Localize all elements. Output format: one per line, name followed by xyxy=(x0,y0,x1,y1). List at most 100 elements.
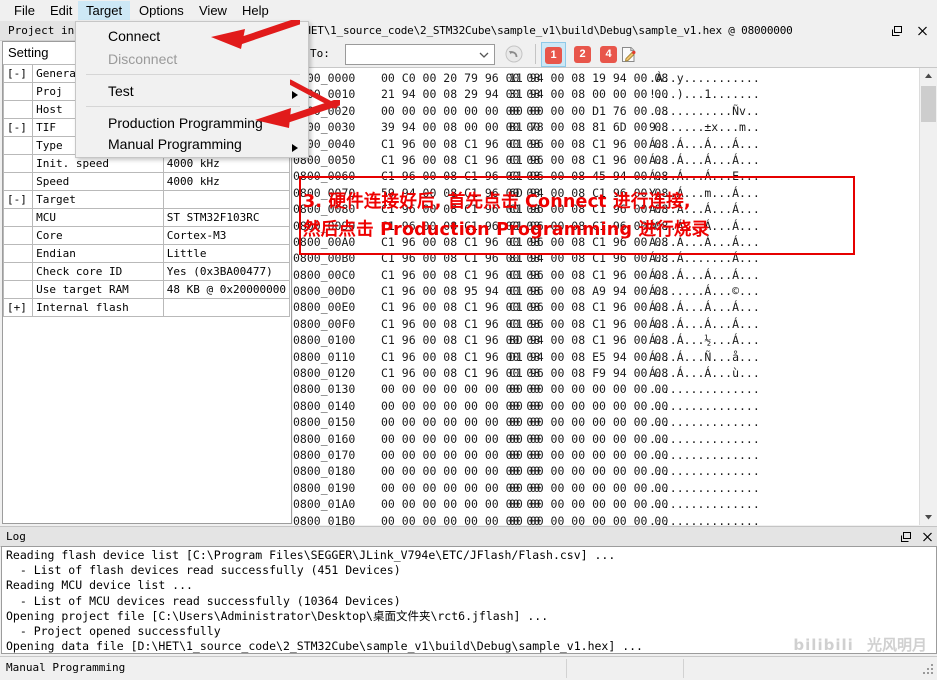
tree-spacer xyxy=(3,172,34,191)
hex-row[interactable]: 0800_0050 C1 96 00 08 C1 96 00 08C1 96 00… xyxy=(293,152,913,168)
table-row[interactable]: Speed 4000 kHz xyxy=(3,172,291,191)
hex-bytes-group-2: C1 96 00 08 F9 94 00 08 xyxy=(509,366,669,381)
hex-bytes-group-1: C1 96 00 08 C1 96 00 08 xyxy=(381,136,541,151)
tree-toggle[interactable]: [-] xyxy=(3,190,34,209)
table-row[interactable]: [-] Target xyxy=(3,190,291,209)
menu-option-manual-programming[interactable]: Manual Programming xyxy=(108,136,242,152)
hex-ascii: Á...Á...Á...Á... xyxy=(649,218,760,233)
menu-item-file[interactable]: File xyxy=(14,3,35,18)
hex-bytes-group-1: C1 96 00 08 C1 96 00 08 xyxy=(381,333,541,348)
restore-icon[interactable] xyxy=(890,24,905,38)
hex-row[interactable]: 0800_0180 00 00 00 00 00 00 00 0000 00 00… xyxy=(293,463,913,479)
table-row[interactable]: MCU ST STM32F103RC xyxy=(3,208,291,227)
menu-item-view[interactable]: View xyxy=(199,3,227,18)
hex-bytes-group-1: C1 96 00 08 C1 96 00 08 xyxy=(381,300,541,315)
hex-bytes-group-1: 00 00 00 00 00 00 00 00 xyxy=(381,103,541,118)
menu-option-connect[interactable]: Connect xyxy=(108,28,161,44)
close-icon[interactable] xyxy=(915,24,930,38)
hex-row[interactable]: 0800_0090 C1 96 00 08 C1 96 00 08C1 96 00… xyxy=(293,218,913,234)
hex-row[interactable]: 0800_0110 C1 96 00 08 C1 96 00 08D1 94 00… xyxy=(293,349,913,365)
hex-row[interactable]: 0800_0020 00 00 00 00 00 00 00 0000 00 00… xyxy=(293,103,913,119)
hex-row[interactable]: 0800_0100 C1 96 00 08 C1 96 00 08BD 94 00… xyxy=(293,332,913,348)
hex-vertical-scrollbar[interactable] xyxy=(919,68,937,525)
hex-address: 0800_00A0 xyxy=(293,234,356,249)
program-step-1-button[interactable]: 1 xyxy=(541,42,566,67)
program-step-2-button[interactable]: 2 xyxy=(571,42,594,65)
table-row[interactable]: Use target RAM 48 KB @ 0x20000000 xyxy=(3,280,291,299)
hex-row[interactable]: 0800_0160 00 00 00 00 00 00 00 0000 00 00… xyxy=(293,431,913,447)
hex-row[interactable]: 0800_0140 00 00 00 00 00 00 00 0000 00 00… xyxy=(293,398,913,414)
hex-bytes-group-1: C1 96 00 08 C1 96 00 08 xyxy=(381,366,541,381)
hex-row[interactable]: 0800_0030 39 94 00 08 00 00 00 00B1 78 00… xyxy=(293,119,913,135)
tree-spacer xyxy=(3,100,34,119)
menu-option-test[interactable]: Test xyxy=(108,83,134,99)
hex-bytes-group-2: C1 96 00 08 C1 96 00 08 xyxy=(509,152,669,167)
menu-option-production-programming[interactable]: Production Programming xyxy=(108,115,263,131)
hex-row[interactable]: 0800_0070 59 94 00 08 C1 96 00 086D 94 00… xyxy=(293,185,913,201)
hex-bytes-group-1: 59 94 00 08 C1 96 00 08 xyxy=(381,185,541,200)
scrollbar-thumb[interactable] xyxy=(921,86,936,122)
hex-bytes-group-1: 00 00 00 00 00 00 00 00 xyxy=(381,431,541,446)
hex-ascii: Á...Á...Á...E... xyxy=(649,169,760,184)
row-value: Little xyxy=(162,244,291,263)
hex-row[interactable]: 0800_00F0 C1 96 00 08 C1 96 00 08C1 96 00… xyxy=(293,316,913,332)
menu-item-help[interactable]: Help xyxy=(242,3,269,18)
hex-row[interactable]: 0800_01B0 00 00 00 00 00 00 00 0000 00 00… xyxy=(293,513,913,525)
hex-row[interactable]: 0800_00C0 C1 96 00 08 C1 96 00 08C1 96 00… xyxy=(293,267,913,283)
hex-bytes-group-1: 00 00 00 00 00 00 00 00 xyxy=(381,464,541,479)
hex-address: 0800_00C0 xyxy=(293,267,356,282)
menu-item-target[interactable]: Target xyxy=(78,1,131,20)
hex-row[interactable]: 0800_00E0 C1 96 00 08 C1 96 00 08C1 96 00… xyxy=(293,299,913,315)
hex-row[interactable]: 0800_00A0 C1 96 00 08 C1 96 00 08C1 96 00… xyxy=(293,234,913,250)
table-row[interactable]: Endian Little xyxy=(3,244,291,263)
row-key: Speed xyxy=(32,172,164,191)
menu-item-edit[interactable]: Edit xyxy=(50,3,73,18)
hex-row[interactable]: 0800_00B0 C1 96 00 08 C1 96 00 0881 94 00… xyxy=(293,250,913,266)
table-row[interactable]: Check core ID Yes (0x3BA00477) xyxy=(3,262,291,281)
hex-row[interactable]: 0800_0040 C1 96 00 08 C1 96 00 08C1 96 00… xyxy=(293,136,913,152)
scroll-down-icon[interactable] xyxy=(920,508,937,525)
hex-row[interactable]: 0800_0060 C1 96 00 08 C1 96 00 08C1 96 00… xyxy=(293,168,913,184)
hex-ascii: Y...Á...m...Á... xyxy=(649,185,760,200)
table-row[interactable]: Core Cortex-M3 xyxy=(3,226,291,245)
hex-bytes-group-1: 00 00 00 00 00 00 00 00 xyxy=(381,415,541,430)
log-line: Reading flash device list [C:\Program Fi… xyxy=(6,548,616,562)
hex-row[interactable]: 0800_0170 00 00 00 00 00 00 00 0000 00 00… xyxy=(293,447,913,463)
hex-row[interactable]: 0800_0080 C1 96 00 08 C1 96 00 08C1 96 00… xyxy=(293,201,913,217)
hex-row[interactable]: 0800_0010 21 94 00 08 29 94 00 0831 94 00… xyxy=(293,86,913,102)
hex-row[interactable]: 0800_0120 C1 96 00 08 C1 96 00 08C1 96 00… xyxy=(293,365,913,381)
tree-toggle[interactable]: [+] xyxy=(3,298,34,317)
hex-rows-container: 0800_0000 00 C0 00 20 79 96 00 0811 94 00… xyxy=(293,70,913,525)
hex-ascii: ................ xyxy=(649,431,760,446)
log-body[interactable]: Reading flash device list [C:\Program Fi… xyxy=(1,546,937,654)
hex-data-panel[interactable]: 0800_0000 00 C0 00 20 79 96 00 0811 94 00… xyxy=(293,67,937,525)
resize-grip[interactable] xyxy=(921,662,935,679)
menu-item-options[interactable]: Options xyxy=(139,3,184,18)
status-bar: Manual Programming xyxy=(0,656,937,680)
hex-row[interactable]: 0800_0000 00 C0 00 20 79 96 00 0811 94 00… xyxy=(293,70,913,86)
tree-toggle[interactable]: [-] xyxy=(3,118,34,137)
hex-bytes-group-2: C1 96 00 08 C1 96 00 08 xyxy=(509,316,669,331)
hex-bytes-group-1: 39 94 00 08 00 00 00 00 xyxy=(381,120,541,135)
log-restore-icon[interactable] xyxy=(899,530,914,544)
hex-row[interactable]: 0800_0190 00 00 00 00 00 00 00 0000 00 00… xyxy=(293,480,913,496)
hex-address: 0800_0180 xyxy=(293,464,356,479)
hex-row[interactable]: 0800_01A0 00 00 00 00 00 00 00 0000 00 00… xyxy=(293,496,913,512)
hex-row[interactable]: 0800_0130 00 00 00 00 00 00 00 0000 00 00… xyxy=(293,381,913,397)
tree-toggle[interactable]: [-] xyxy=(3,64,34,83)
to-label: To: xyxy=(310,47,330,60)
program-step-4-button[interactable]: 4 xyxy=(597,42,620,65)
new-document-icon[interactable] xyxy=(619,45,638,64)
hex-row[interactable]: 0800_0150 00 00 00 00 00 00 00 0000 00 00… xyxy=(293,414,913,430)
table-row[interactable]: [+] Internal flash xyxy=(3,298,291,317)
undo-icon[interactable] xyxy=(505,45,523,63)
row-key: Use target RAM xyxy=(32,280,164,299)
hex-bytes-group-1: 00 00 00 00 00 00 00 00 xyxy=(381,447,541,462)
hex-row[interactable]: 0800_00D0 C1 96 00 08 95 94 00 08C1 96 00… xyxy=(293,283,913,299)
hex-bytes-group-2: 00 00 00 00 00 00 00 00 xyxy=(509,464,669,479)
menu-bar: File Edit Target Options View Help xyxy=(0,0,937,21)
scroll-up-icon[interactable] xyxy=(920,68,937,85)
to-combo-box[interactable] xyxy=(345,44,495,65)
log-close-icon[interactable] xyxy=(920,530,935,544)
hex-bytes-group-2: 00 00 00 00 00 00 00 00 xyxy=(509,398,669,413)
